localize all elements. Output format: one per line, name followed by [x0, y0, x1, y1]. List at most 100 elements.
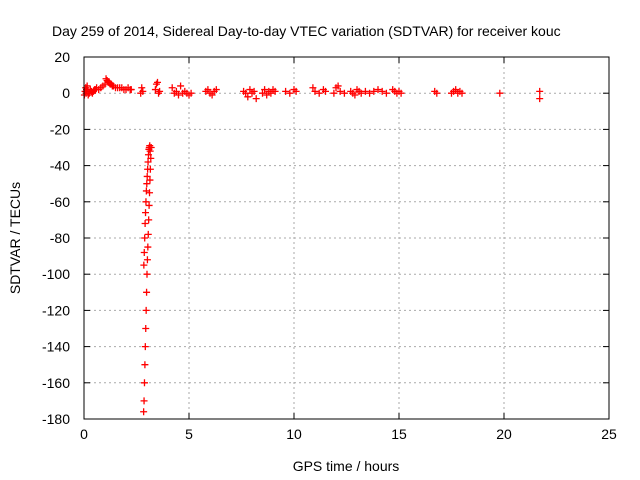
data-point-marker: [536, 95, 544, 103]
data-point-marker: [496, 89, 504, 97]
data-point-marker: [357, 89, 365, 97]
data-point-marker: [142, 306, 150, 314]
data-point-marker: [374, 86, 382, 94]
y-tick-label: 0: [62, 85, 70, 101]
data-point-marker: [267, 89, 275, 97]
data-point-marker: [246, 86, 254, 94]
data-point-marker: [143, 256, 151, 264]
data-point-marker: [351, 91, 359, 99]
data-point-marker: [144, 165, 152, 173]
data-point-marker: [433, 89, 441, 97]
data-point-marker: [452, 86, 460, 94]
x-tick-label: 15: [391, 426, 407, 442]
data-point-marker: [140, 408, 148, 416]
data-point-marker: [144, 158, 152, 166]
data-point-marker: [536, 87, 544, 95]
y-tick-label: -160: [42, 375, 70, 391]
data-point-marker: [141, 234, 149, 242]
data-point-marker: [244, 93, 252, 101]
data-point-marker: [140, 397, 148, 405]
data-point-marker: [322, 87, 329, 95]
data-point-marker: [334, 82, 342, 90]
data-point-marker: [286, 89, 294, 97]
data-point-marker: [147, 154, 155, 162]
data-point-marker: [143, 172, 151, 180]
data-point-marker: [242, 89, 250, 97]
y-axis-label: SDTVAR / TECUs: [7, 182, 23, 294]
y-tick-label: -100: [42, 266, 70, 282]
y-tick-label: -20: [50, 121, 70, 137]
data-point-marker: [146, 147, 154, 155]
data-point-marker: [142, 209, 150, 217]
data-point-marker: [127, 86, 135, 94]
data-point-marker: [172, 87, 180, 95]
data-point-marker: [261, 86, 269, 94]
data-point-marker: [187, 89, 195, 97]
data-point-marker: [175, 91, 182, 99]
data-point-marker: [336, 87, 344, 95]
data-point-marker: [146, 176, 154, 184]
data-point-marker: [145, 201, 153, 209]
data-point-marker: [208, 91, 216, 99]
plot-frame: [83, 56, 610, 420]
x-tick-label: 5: [185, 426, 193, 442]
data-point-marker: [315, 89, 323, 97]
data-point-marker: [143, 180, 151, 188]
data-point-marker: [204, 86, 212, 94]
data-point-marker: [397, 89, 405, 97]
data-point-marker: [309, 84, 317, 92]
grid-layer: [84, 57, 609, 419]
data-point-marker: [263, 91, 271, 99]
data-point-marker: [151, 86, 159, 94]
data-point-marker: [142, 198, 150, 206]
y-tick-label: -60: [50, 194, 70, 210]
data-point-marker: [139, 87, 147, 95]
data-point-marker: [141, 343, 149, 351]
data-point-marker: [366, 89, 374, 97]
data-point-marker: [141, 220, 149, 228]
y-tick-label: 20: [54, 49, 70, 65]
data-point-marker: [458, 89, 466, 97]
data-point-marker: [361, 87, 369, 95]
data-point-marker: [311, 87, 319, 95]
data-point-marker: [156, 87, 164, 95]
data-point-marker: [144, 230, 152, 238]
x-tick-label: 10: [286, 426, 302, 442]
data-point-marker: [140, 248, 148, 256]
tick-layer: 0 5 10 15 20 25 -180 -160 -140 -120 -100 -80 -60 -40 -…: [42, 49, 617, 442]
x-tick-label: 20: [496, 426, 512, 442]
data-point-marker: [141, 361, 149, 369]
data-point-marker: [378, 87, 386, 95]
data-point-marker: [143, 288, 151, 296]
data-point-marker: [138, 84, 146, 92]
data-point-marker: [145, 216, 153, 224]
data-point-marker: [140, 261, 148, 269]
x-tick-label: 0: [80, 426, 88, 442]
data-point-marker: [252, 95, 260, 103]
chart-title: Day 259 of 2014, Sidereal Day-to-day VTE…: [52, 23, 561, 39]
y-tick-label: -140: [42, 339, 70, 355]
data-point-marker: [144, 243, 152, 251]
x-axis-label: GPS time / hours: [293, 458, 400, 474]
data-point-marker: [177, 82, 185, 90]
data-point-marker: [250, 87, 258, 95]
data-point-marker: [382, 89, 390, 97]
y-tick-label: -120: [42, 302, 70, 318]
data-point-marker: [330, 89, 338, 97]
data-point-marker: [370, 87, 378, 95]
data-points: [80, 75, 544, 416]
y-tick-label: -80: [50, 230, 70, 246]
data-point-marker: [142, 187, 150, 195]
data-point-marker: [259, 89, 266, 97]
data-point-marker: [292, 87, 300, 95]
data-point-marker: [142, 325, 150, 332]
data-point-marker: [282, 87, 290, 95]
data-point-marker: [212, 86, 220, 94]
data-point-marker: [154, 78, 161, 86]
data-point-marker: [340, 89, 348, 97]
y-tick-label: -40: [50, 158, 70, 174]
data-point-marker: [168, 84, 176, 92]
data-point-marker: [271, 87, 279, 95]
